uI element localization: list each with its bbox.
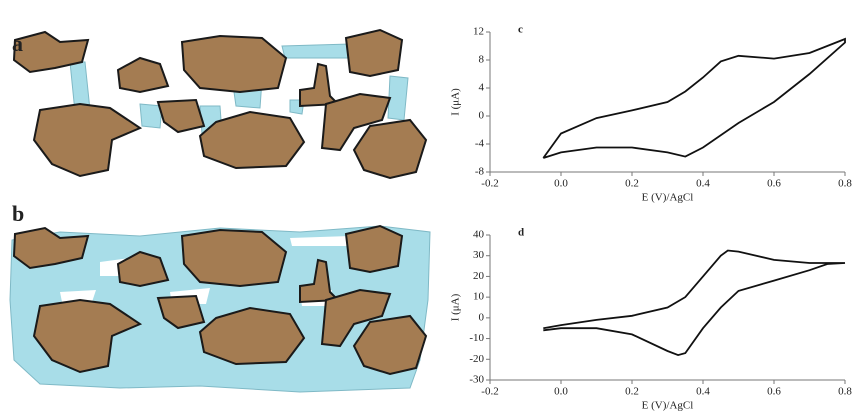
- x-tick-label: 0.6: [767, 386, 781, 398]
- y-tick-label: 4: [479, 82, 485, 94]
- panel-label: c: [518, 24, 523, 36]
- y-axis-label: I (μA): [450, 88, 462, 116]
- panel-label: a: [12, 31, 23, 56]
- y-axis-label: I (μA): [450, 293, 462, 321]
- particle: [156, 98, 206, 134]
- particle: [180, 34, 288, 94]
- x-tick-label: -0.2: [481, 178, 498, 190]
- particle: [32, 298, 143, 374]
- x-tick-label: 0.0: [554, 178, 568, 190]
- particle: [116, 250, 170, 288]
- x-tick-label: 0.4: [696, 386, 710, 398]
- y-tick-label: 40: [473, 229, 485, 241]
- x-tick-label: 0.6: [767, 178, 781, 190]
- particle: [320, 92, 392, 152]
- particle: [32, 102, 143, 178]
- y-tick-label: 0: [479, 311, 485, 323]
- chart: -30 -20 -10 0 10 20 30 40 -0.2 0.0 0.2 0.4 0.6 0.8 E (…: [450, 227, 853, 412]
- x-tick-label: 0.2: [625, 386, 639, 398]
- x-axis-label: E (V)/AgCl: [642, 192, 694, 204]
- particle: [180, 228, 288, 288]
- particle: [320, 288, 392, 348]
- cv-curve: [542, 37, 846, 159]
- particle: [156, 294, 206, 330]
- panel-label: d: [518, 227, 524, 239]
- x-tick-label: 0.0: [554, 386, 568, 398]
- particle: [352, 314, 428, 376]
- y-tick-label: -10: [469, 332, 484, 344]
- illustration-a: a: [12, 28, 428, 180]
- y-tick-label: 30: [473, 249, 485, 261]
- y-tick-label: -8: [475, 166, 485, 178]
- y-tick-label: 8: [479, 54, 485, 66]
- y-tick-label: -30: [469, 374, 484, 386]
- particle: [299, 62, 341, 108]
- x-tick-label: 0.2: [625, 178, 639, 190]
- x-axis-label: E (V)/AgCl: [642, 400, 694, 412]
- y-tick-label: 0: [479, 110, 485, 122]
- x-tick-label: -0.2: [481, 386, 498, 398]
- panel-label: b: [12, 201, 24, 226]
- particle: [198, 110, 306, 170]
- x-tick-label: 0.8: [838, 386, 852, 398]
- chart: -8 -4 0 4 8 12 -0.2 0.0 0.2 0.4 0.6 0.8 E (V)/AgCl I …: [450, 24, 853, 204]
- particle: [198, 306, 306, 366]
- y-tick-label: 10: [473, 291, 485, 303]
- y-tick-label: 20: [473, 270, 485, 282]
- y-tick-label: -4: [475, 138, 485, 150]
- y-tick-label: -20: [469, 353, 484, 365]
- particle: [344, 224, 404, 274]
- particle: [352, 118, 428, 180]
- particle: [12, 30, 90, 74]
- x-tick-label: 0.8: [838, 178, 852, 190]
- particle: [344, 28, 404, 78]
- particle: [116, 56, 170, 94]
- particle: [299, 258, 341, 304]
- cv-curve: [543, 249, 846, 357]
- particle: [12, 226, 90, 270]
- x-tick-label: 0.4: [696, 178, 710, 190]
- y-tick-label: 12: [473, 26, 484, 38]
- illustration-b: b: [9, 201, 431, 393]
